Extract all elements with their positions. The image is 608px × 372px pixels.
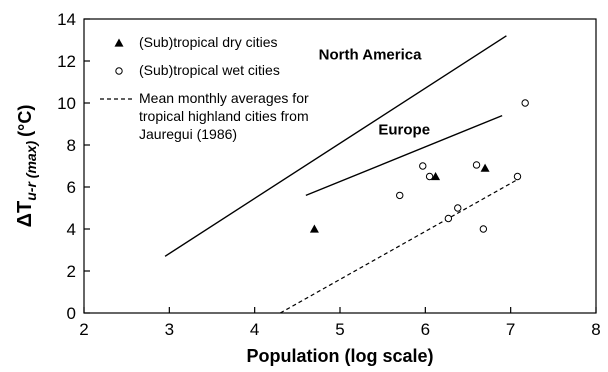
trend-line-2 [279,178,520,314]
x-tick-label-2: 4 [250,320,259,339]
legend-text-2-0: Mean monthly averages for [139,90,309,106]
wet-city-point-1 [419,162,427,170]
wet-city-point-6 [479,225,488,233]
trend-lines [164,35,520,314]
y-tick-label-0: 0 [67,304,76,323]
y-tick-label-2: 4 [67,220,76,239]
x-tick-label-4: 6 [421,320,430,339]
y-tick-label-5: 10 [57,94,76,113]
y-tick-label-4: 8 [67,136,76,155]
dry-city-point-1 [431,172,441,181]
wet-city-point-3 [444,214,453,223]
legend-wet-marker [115,67,123,75]
trend-line-0 [164,35,507,257]
wet-city-point-2 [425,172,434,181]
x-tick-label-0: 2 [79,320,88,339]
legend-text-0: (Sub)tropical dry cities [139,34,278,50]
wet-city-point-7 [513,172,522,181]
dry-city-point-2 [480,163,490,172]
legend: (Sub)tropical dry cities (Sub)tropical we… [100,34,309,142]
y-tick-label-1: 2 [67,262,76,281]
trend-line-1 [305,114,503,197]
x-tick-label-3: 5 [335,320,344,339]
y-axis-title-unit: (°C) [15,105,35,137]
y-axis-title-sub: u-r (max) [23,141,39,201]
x-axis-title: Population (log scale) [246,346,433,366]
legend-dry-marker [114,38,124,47]
annotations: North America Europe [319,47,430,139]
y-axis-title-main: ΔT [14,201,36,228]
y-tick-label-3: 6 [67,178,76,197]
y-tick-label-7: 14 [57,10,76,29]
legend-text-2-2: Jauregui (1986) [139,126,237,142]
dry-city-point-0 [309,224,319,233]
wet-city-point-0 [396,191,404,200]
annotation-0: North America [319,47,422,64]
annotation-1: Europe [378,121,430,138]
x-tick-label-6: 8 [591,320,600,339]
legend-text-2-1: tropical highland cities from [139,108,309,124]
wet-city-point-5 [472,161,481,169]
wet-city-point-8 [521,99,529,107]
y-axis-title: ΔTu-r (max) (°C) [14,105,39,228]
x-tick-label-5: 7 [506,320,515,339]
data-points [309,99,529,233]
legend-text-1: (Sub)tropical wet cities [139,62,280,78]
wet-city-point-4 [454,204,462,212]
y-tick-label-6: 12 [57,52,76,71]
x-tick-label-1: 3 [165,320,174,339]
